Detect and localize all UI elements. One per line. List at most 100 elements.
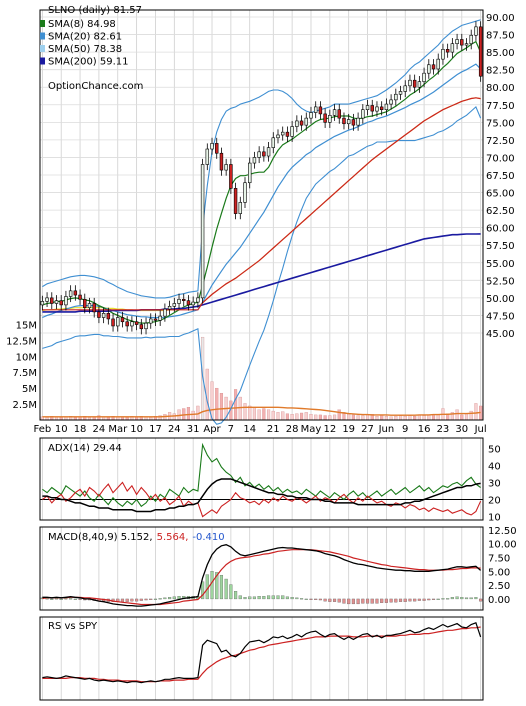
x-tick-label: Apr [203, 424, 221, 435]
x-tick-label: 7 [228, 424, 234, 435]
macd-histogram-bar [271, 595, 275, 600]
x-tick-label: 10 [55, 424, 68, 435]
macd-label: MACD(8,40,9) 5.152, 5.564, -0.410 [48, 532, 225, 543]
candle-body [266, 147, 271, 157]
volume-bar [248, 405, 252, 421]
volume-bar [219, 393, 224, 421]
volume-bar [238, 396, 242, 421]
price-tick-label: 72.50 [486, 136, 515, 147]
macd-tick-label: 5.00 [488, 567, 510, 578]
candle-body [323, 113, 327, 123]
macd-histogram-bar [455, 596, 459, 600]
macd-signal-line [42, 549, 481, 606]
candle-body [205, 148, 210, 165]
upper-band-line [42, 19, 481, 299]
candle-body [460, 39, 464, 46]
candle-body [219, 152, 224, 171]
trend-line [42, 97, 481, 311]
candle-body [478, 26, 483, 77]
volume-tick-label: 5M [22, 384, 37, 395]
macd-histogram-bar [328, 598, 332, 602]
candle-body [97, 311, 101, 318]
volume-bar [215, 387, 219, 421]
candle-body [361, 109, 365, 119]
candle-body [45, 297, 49, 302]
candle-body [64, 296, 68, 306]
macd-histogram-bar [248, 596, 252, 600]
macd-histogram-bar [304, 598, 308, 600]
macd-histogram-bar [257, 596, 261, 600]
macd-histogram-bar [163, 597, 167, 600]
volume-bar [252, 407, 256, 421]
macd-histogram-bar [389, 598, 393, 603]
candle-body [342, 117, 346, 125]
price-tick-label: 85.00 [486, 48, 515, 59]
macd-histogram-bar [403, 598, 407, 602]
price-tick-label: 50.00 [486, 294, 515, 305]
candle-body [167, 305, 172, 310]
panel-frame [39, 616, 484, 701]
adx-tick-label: 20 [488, 496, 501, 507]
candle-body [394, 93, 398, 101]
macd-histogram-bar [78, 598, 82, 600]
macd-histogram-bar [262, 596, 266, 600]
legend-entry: SMA(20) 82.61 [48, 32, 122, 43]
volume-bar [384, 416, 388, 421]
candle-body [417, 81, 422, 88]
volume-bar [318, 414, 322, 421]
macd-histogram-bar [380, 598, 384, 603]
x-tick-label: Feb [33, 424, 51, 435]
macd-histogram-bar [73, 598, 77, 600]
candle-body [248, 162, 252, 184]
volume-bar [304, 412, 308, 421]
volume-bar [186, 407, 191, 421]
candle-body [375, 106, 379, 112]
candle-body [356, 117, 360, 126]
volume-bar [234, 389, 238, 421]
x-tick-label: 28 [286, 424, 299, 435]
volume-bar [455, 409, 459, 421]
candle-body [153, 318, 158, 321]
candle-body [422, 72, 426, 82]
volume-bar [408, 415, 412, 421]
macd-histogram-bar [168, 597, 172, 600]
macd-histogram-bar [238, 595, 242, 600]
price-tick-label: 75.00 [486, 118, 515, 129]
grid-lines [40, 10, 483, 700]
volume-bar [309, 414, 313, 421]
candle-body [116, 317, 120, 327]
candle-body [59, 300, 63, 306]
candle-body [398, 91, 403, 95]
legend-swatch [40, 45, 45, 52]
price-tick-label: 52.50 [486, 276, 515, 287]
macd-line [42, 544, 482, 607]
volume-bars [40, 336, 483, 421]
x-tick-label: 24 [168, 424, 181, 435]
candle-body [92, 303, 96, 313]
volume-bar [271, 410, 275, 421]
macd-histogram-bar [281, 595, 285, 600]
chart-title: SLNO (daily) 81.57 [48, 5, 142, 16]
macd-histogram-bar [436, 598, 440, 600]
candle-body [346, 119, 351, 125]
candle-body [215, 143, 219, 154]
candle-body [427, 64, 431, 74]
volume-bar [257, 409, 261, 421]
macd-histogram-bar [285, 596, 289, 600]
candle-body [271, 137, 275, 148]
candle-body [408, 79, 412, 87]
macd-histogram-bar [172, 596, 176, 600]
volume-bar [285, 413, 289, 421]
macd-histogram-bar [144, 598, 148, 601]
x-tick-label: 18 [74, 424, 87, 435]
candle-body [224, 164, 228, 171]
rs-line [42, 622, 482, 684]
candle-body [436, 58, 440, 70]
macd-histogram-bar [323, 598, 327, 602]
price-tick-label: 62.50 [486, 206, 515, 217]
x-tick-label: 16 [418, 424, 431, 435]
candle-body [191, 301, 195, 306]
macd-histogram-bar [69, 598, 73, 600]
